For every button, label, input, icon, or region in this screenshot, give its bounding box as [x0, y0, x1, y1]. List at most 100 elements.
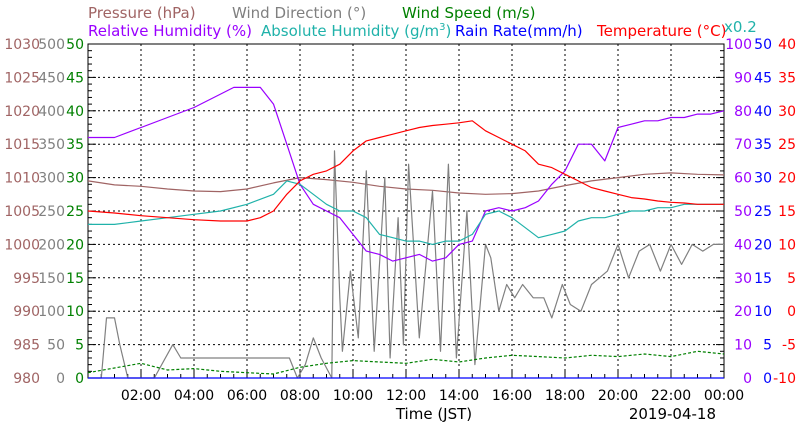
- y-tick-label-wind-direction: 200: [38, 237, 65, 253]
- y-tick-label-wind-speed: 30: [66, 171, 84, 187]
- legend-wind-speed: Wind Speed (m/s): [402, 4, 535, 22]
- legend-absolute-humidity-suffix: ): [446, 22, 452, 40]
- y-tick-label-wind-direction: 100: [38, 304, 65, 320]
- scale-note: x0.2: [724, 18, 757, 36]
- x-tick-label: 12:00: [386, 388, 426, 404]
- x-tick-label: 22:00: [651, 388, 691, 404]
- y-tick-label-rain-rate: 15: [754, 271, 772, 287]
- y-tick-label-rain-rate: 5: [763, 338, 772, 354]
- y-tick-label-wind-speed: 45: [66, 70, 84, 86]
- y-tick-label-pressure: 1030: [4, 37, 40, 53]
- y-tick-label-pressure: 1015: [4, 137, 40, 153]
- y-tick-label-rain-rate: 40: [754, 104, 772, 120]
- y-tick-label-pressure: 1020: [4, 104, 40, 120]
- y-tick-label-relative-humidity: 20: [734, 304, 752, 320]
- x-tick-label: 20:00: [598, 388, 638, 404]
- y-tick-label-temperature: 40: [778, 37, 796, 53]
- y-tick-label-temperature: -5: [782, 338, 796, 354]
- date-label: 2019-04-18: [629, 405, 716, 423]
- y-tick-label-temperature: 5: [787, 271, 796, 287]
- legend-wind-direction: Wind Direction (°): [232, 4, 366, 22]
- y-tick-label-wind-direction: 300: [38, 171, 65, 187]
- y-tick-label-pressure: 1010: [4, 171, 40, 187]
- y-tick-label-temperature: 25: [778, 137, 796, 153]
- series-wind-direction: [88, 150, 724, 379]
- y-tick-label-wind-speed: 10: [66, 304, 84, 320]
- y-tick-label-wind-direction: 500: [38, 37, 65, 53]
- y-tick-label-relative-humidity: 80: [734, 104, 752, 120]
- y-tick-label-temperature: 35: [778, 70, 796, 86]
- y-tick-label-rain-rate: 35: [754, 137, 772, 153]
- legend-absolute-humidity: Absolute Humidity (g/m3): [261, 22, 451, 40]
- y-tick-label-rain-rate: 0: [763, 371, 772, 387]
- y-tick-label-wind-direction: 150: [38, 271, 65, 287]
- legend-rain-rate: Rain Rate(mm/h): [455, 22, 583, 40]
- x-axis-title: Time (JST): [395, 405, 472, 423]
- y-tick-label-pressure: 980: [13, 371, 40, 387]
- y-tick-label-rain-rate: 20: [754, 237, 772, 253]
- tick-marks: [87, 43, 725, 379]
- y-tick-label-wind-direction: 350: [38, 137, 65, 153]
- y-tick-label-rain-rate: 25: [754, 204, 772, 220]
- x-tick-label: 18:00: [545, 388, 585, 404]
- series-relative-humidity: [88, 86, 725, 262]
- y-tick-label-relative-humidity: 40: [734, 237, 752, 253]
- y-tick-label-pressure: 1025: [4, 70, 40, 86]
- series-wind-speed-m-s: [87, 350, 725, 375]
- x-tick-label: 06:00: [227, 388, 267, 404]
- y-tick-label-rain-rate: 45: [754, 70, 772, 86]
- y-tick-label-relative-humidity: 10: [734, 338, 752, 354]
- y-tick-label-rain-rate: 50: [754, 37, 772, 53]
- y-tick-label-relative-humidity: 0: [743, 371, 752, 387]
- y-tick-label-wind-speed: 5: [75, 338, 84, 354]
- x-tick-label: 00:00: [704, 388, 744, 404]
- y-tick-label-relative-humidity: 70: [734, 137, 752, 153]
- y-tick-label-wind-speed: 15: [66, 271, 84, 287]
- y-tick-label-temperature: -10: [773, 371, 796, 387]
- x-tick-label: 04:00: [174, 388, 214, 404]
- x-axis-labels: 02:00 04:00 06:00 08:00 10:00 12:00 14:00 16:00…: [121, 388, 744, 404]
- legend-pressure: Pressure (hPa): [88, 4, 196, 22]
- grid: [88, 44, 724, 378]
- legend-absolute-humidity-prefix: Absolute Humidity (g/m: [261, 22, 439, 40]
- series-lines: [87, 86, 725, 379]
- series-absolute-humidity-g-m3: [88, 180, 724, 245]
- y-tick-label-relative-humidity: 90: [734, 70, 752, 86]
- y-tick-label-pressure: 1005: [4, 204, 40, 220]
- y-tick-label-wind-direction: 0: [56, 371, 65, 387]
- y-tick-label-wind-direction: 450: [38, 70, 65, 86]
- y-tick-label-wind-speed: 25: [66, 204, 84, 220]
- y-tick-label-pressure: 990: [13, 304, 40, 320]
- x-tick-label: 14:00: [439, 388, 479, 404]
- y-tick-label-pressure: 995: [13, 271, 40, 287]
- y-tick-label-temperature: 15: [778, 204, 796, 220]
- y-tick-label-relative-humidity: 50: [734, 204, 752, 220]
- legend: Pressure (hPa) Wind Direction (°) Wind S…: [88, 4, 757, 40]
- y-tick-label-relative-humidity: 100: [725, 37, 752, 53]
- x-tick-label: 16:00: [492, 388, 532, 404]
- legend-temperature: Temperature (°C): [596, 22, 726, 40]
- y-tick-label-wind-direction: 250: [38, 204, 65, 220]
- y-tick-label-temperature: 0: [787, 304, 796, 320]
- y-tick-label-relative-humidity: 60: [734, 171, 752, 187]
- y-tick-label-wind-speed: 20: [66, 237, 84, 253]
- y-tick-label-rain-rate: 10: [754, 304, 772, 320]
- y-tick-label-wind-speed: 40: [66, 104, 84, 120]
- legend-absolute-humidity-sup: 3: [439, 22, 445, 33]
- y-tick-label-wind-direction: 50: [47, 338, 65, 354]
- y-tick-label-wind-speed: 35: [66, 137, 84, 153]
- legend-relative-humidity: Relative Humidity (%): [88, 22, 252, 40]
- y-tick-label-wind-direction: 400: [38, 104, 65, 120]
- y-tick-label-rain-rate: 30: [754, 171, 772, 187]
- x-tick-label: 10:00: [333, 388, 373, 404]
- y-tick-label-temperature: 30: [778, 104, 796, 120]
- y-tick-label-temperature: 10: [778, 237, 796, 253]
- x-tick-label: 08:00: [280, 388, 320, 404]
- y-tick-label-wind-speed: 50: [66, 37, 84, 53]
- y-axis-labels: 9809859909951000100510101015102010251030…: [4, 37, 796, 387]
- y-tick-label-relative-humidity: 30: [734, 271, 752, 287]
- y-tick-label-pressure: 985: [13, 338, 40, 354]
- series-temperature-c: [87, 120, 724, 222]
- series-pressure-hpa: [87, 172, 725, 195]
